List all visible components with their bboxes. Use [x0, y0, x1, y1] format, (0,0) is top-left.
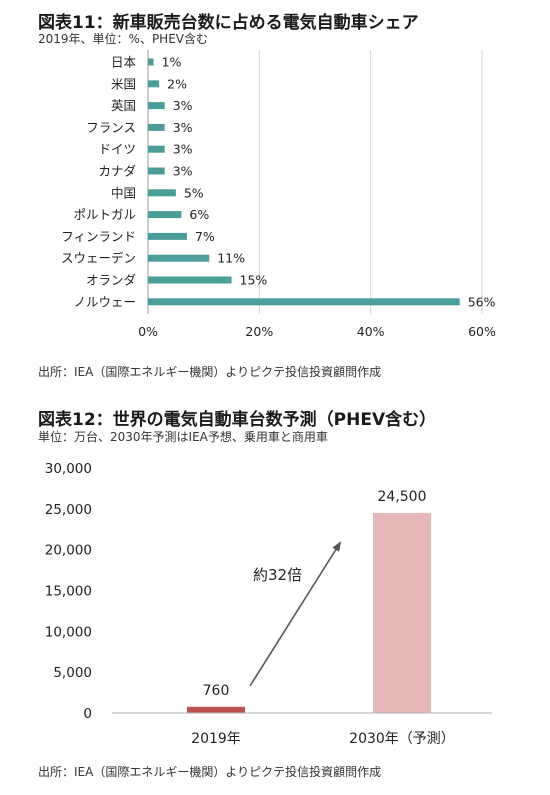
chart1-data-label: 15%	[240, 273, 268, 288]
chart1-x-tick-label: 40%	[357, 324, 385, 339]
chart2-annotation: 約32倍	[253, 566, 302, 584]
chart2-y-tick-label: 20,000	[45, 543, 92, 559]
chart1-data-label: 3%	[173, 98, 193, 113]
chart1-category-label: フィンランド	[61, 229, 136, 244]
chart2-bar	[373, 512, 431, 713]
chart1-data-label: 2%	[167, 76, 187, 91]
chart1-title: 図表11：新車販売台数に占める電気自動車シェア	[38, 13, 419, 33]
chart2-y-tick-label: 0	[83, 706, 92, 722]
chart1-data-label: 1%	[162, 55, 182, 70]
chart1-category-label: スウェーデン	[61, 251, 136, 266]
chart1-data-label: 5%	[184, 185, 204, 200]
chart2-growth-arrow	[249, 541, 342, 687]
chart2-svg: 0 5,000 10,000 15,000 20,000 25,000 30,000 760 2…	[45, 461, 492, 747]
chart1-data-label: 3%	[173, 142, 193, 157]
chart1-category-label: 英国	[111, 98, 136, 113]
chart1-category-label: 米国	[111, 76, 136, 91]
chart2-title: 図表12：世界の電気自動車台数予測（PHEV含む）	[38, 410, 437, 430]
chart1-bar	[148, 254, 210, 262]
chart1-bar	[148, 80, 160, 88]
chart1-x-tick-label: 60%	[468, 324, 496, 339]
chart1-data-label: 3%	[173, 120, 193, 135]
chart1-bar	[148, 232, 187, 240]
chart1-bar	[148, 298, 460, 306]
chart1-bar	[148, 189, 176, 197]
chart2-data-label: 760	[203, 683, 230, 699]
chart1-x-tick-label: 0%	[138, 324, 158, 339]
chart1-svg: 0% 20% 40% 60% 日本 1% 米国 2% 英国 3% フランス 3% ドイツ 3% カナダ 3% 中…	[61, 50, 496, 339]
chart2-category-label: 2019年	[191, 731, 241, 747]
chart1-bar	[148, 123, 165, 131]
chart1-category-label: 中国	[111, 185, 136, 200]
chart1-source: 出所：IEA（国際エネルギー機関）よりピクテ投信投資顧問作成	[38, 365, 382, 379]
chart1-category-label: オランダ	[86, 273, 136, 288]
chart2-y-tick-label: 10,000	[45, 624, 92, 640]
chart1-category-label: フランス	[86, 120, 136, 135]
chart1-bar	[148, 102, 165, 110]
chart2-y-tick-label: 15,000	[45, 584, 92, 600]
chart1-bar	[148, 145, 165, 153]
chart2-data-label: 24,500	[378, 489, 427, 505]
chart1-x-tick-label: 20%	[245, 324, 273, 339]
chart1-category-label: ポルトガル	[73, 207, 136, 222]
chart1-category-label: ノルウェー	[73, 294, 136, 309]
chart1-category-label: カナダ	[98, 164, 136, 179]
chart1-bar	[148, 211, 182, 219]
chart1-data-label: 11%	[217, 251, 245, 266]
chart1-bar	[148, 276, 232, 284]
chart1-category-label: ドイツ	[98, 142, 136, 157]
chart1-data-label: 7%	[195, 229, 215, 244]
chart1-data-label: 3%	[173, 164, 193, 179]
chart1-data-label: 56%	[468, 294, 496, 309]
chart1-bar	[148, 58, 154, 66]
chart1-bar	[148, 167, 165, 175]
chart1-data-label: 6%	[189, 207, 209, 222]
chart2-bar	[187, 706, 245, 713]
chart2-source: 出所：IEA（国際エネルギー機関）よりピクテ投信投資顧問作成	[38, 765, 382, 779]
chart2-y-tick-label: 25,000	[45, 502, 92, 518]
chart2-y-tick-label: 30,000	[45, 461, 92, 477]
chart2-subtitle: 単位：万台、2030年予測はIEA予想、乗用車と商用車	[38, 430, 328, 444]
chart2-y-tick-label: 5,000	[53, 665, 92, 681]
chart2-category-label: 2030年（予測）	[349, 731, 455, 747]
chart1-category-label: 日本	[111, 55, 137, 70]
chart1-subtitle: 2019年、単位：%、PHEV含む	[38, 32, 208, 46]
